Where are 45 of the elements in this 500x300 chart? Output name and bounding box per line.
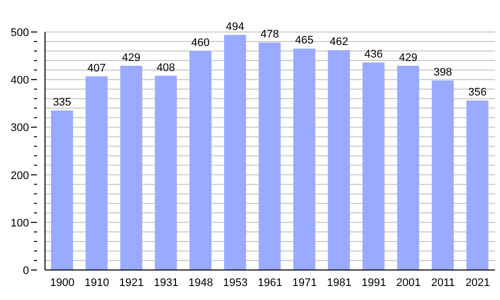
bar	[120, 66, 142, 270]
x-tick-label: 1981	[326, 276, 352, 289]
bar	[189, 51, 212, 270]
x-tick-label: 1953	[223, 276, 248, 289]
bar	[51, 110, 73, 270]
data-label: 335	[52, 96, 72, 109]
y-tick-label: 300	[10, 122, 29, 134]
data-label: 356	[468, 86, 487, 99]
y-tick-label: 100	[10, 217, 29, 230]
x-tick-label: 1900	[50, 276, 75, 289]
bar	[86, 76, 108, 270]
bar	[466, 100, 488, 270]
data-label: 398	[434, 66, 452, 79]
data-label: 408	[156, 62, 176, 74]
bar	[258, 42, 281, 270]
x-tick-label: 1961	[258, 276, 282, 289]
bar	[154, 76, 177, 270]
data-label: 465	[295, 34, 314, 47]
x-tick-label: 1991	[362, 276, 386, 289]
x-tick-label: 1971	[292, 276, 317, 289]
bar	[397, 66, 420, 270]
data-label: 429	[122, 52, 140, 64]
data-label: 407	[87, 62, 106, 74]
data-label: 478	[260, 28, 279, 40]
bar	[362, 62, 385, 270]
data-label: 460	[191, 37, 210, 50]
x-tick-label: 1948	[188, 276, 214, 289]
x-tick-label: 2021	[465, 276, 490, 289]
data-label: 436	[364, 48, 383, 60]
data-label: 494	[226, 20, 244, 33]
data-label: 462	[330, 36, 348, 48]
data-label: 429	[398, 52, 418, 64]
bar	[328, 50, 350, 270]
bar	[224, 34, 246, 270]
x-tick-label: 2011	[431, 276, 455, 289]
y-tick-label: 500	[10, 27, 29, 39]
x-tick-label: 1931	[154, 276, 178, 289]
x-tick-label: 2001	[396, 276, 421, 289]
y-tick-label: 400	[10, 74, 29, 87]
bar	[432, 80, 454, 270]
x-tick-label: 1910	[84, 276, 110, 289]
bar	[293, 48, 316, 270]
x-tick-label: 1921	[119, 276, 144, 289]
y-tick-label: 0	[22, 265, 29, 277]
y-tick-label: 200	[10, 170, 29, 182]
